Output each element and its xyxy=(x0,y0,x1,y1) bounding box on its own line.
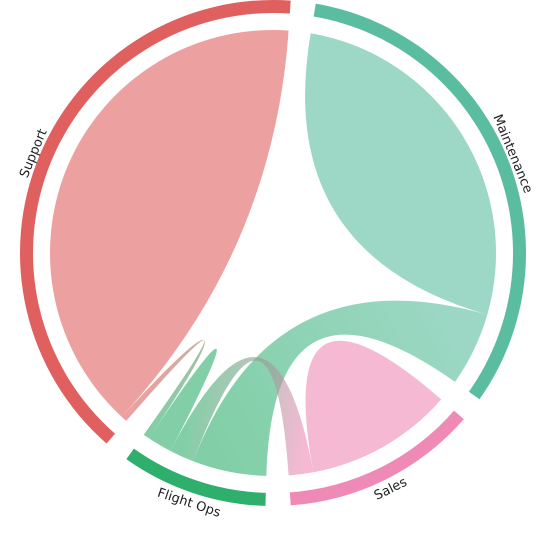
ribbons-layer xyxy=(49,30,496,476)
ribbon-sales-flight-ops xyxy=(170,357,314,476)
group-arc-sales xyxy=(289,410,464,506)
ribbon-maintenance-flight-ops xyxy=(193,300,488,476)
group-arc-flight-ops xyxy=(126,448,266,506)
ribbon-flight-ops-flight-ops xyxy=(148,348,217,451)
ribbon-maintenance-maintenance xyxy=(305,33,496,315)
ribbon-sales-sales xyxy=(305,340,442,473)
group-arc-maintenance xyxy=(313,3,527,400)
ribbon-support-support xyxy=(49,30,289,417)
group-arcs-layer xyxy=(19,0,527,506)
